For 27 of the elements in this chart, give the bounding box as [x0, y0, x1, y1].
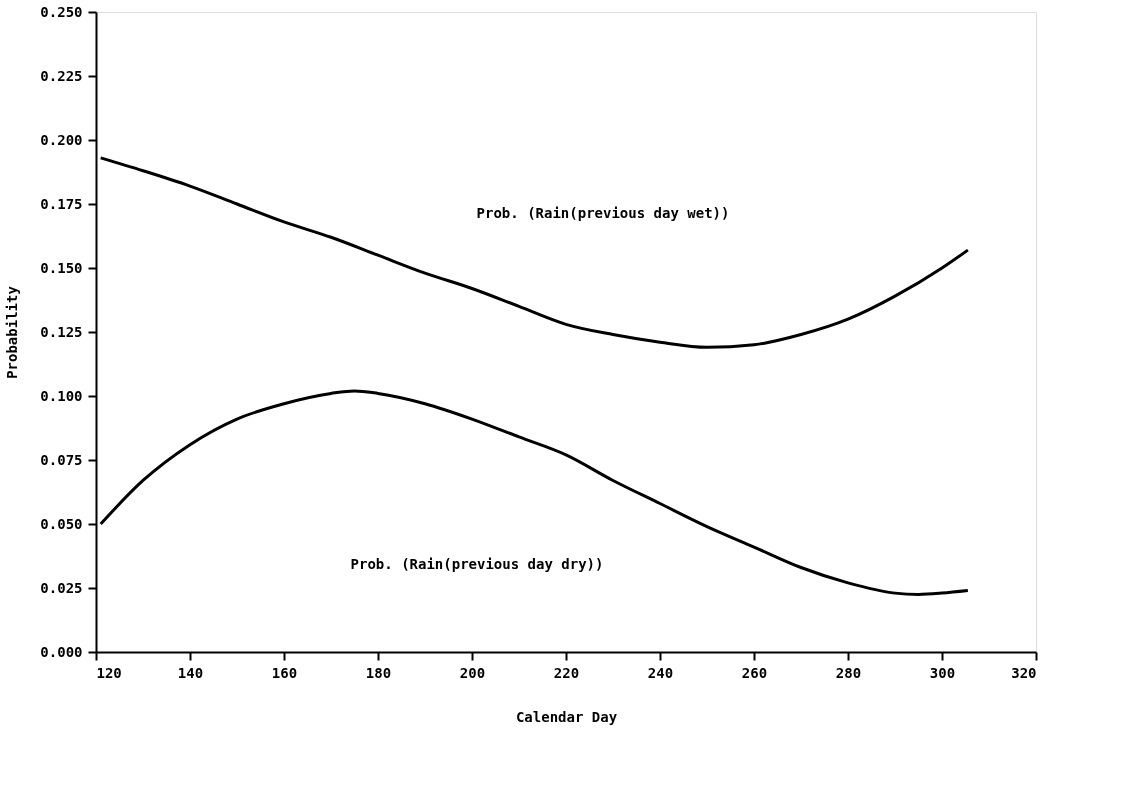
- annotation: Prob. (Rain(previous day dry)): [350, 556, 604, 572]
- y-tick-label: 0.175: [40, 195, 83, 212]
- y-tick-label: 0.100: [40, 387, 83, 404]
- y-tick-label: 0.000: [40, 643, 83, 660]
- x-tick-label: 200: [459, 664, 486, 681]
- y-tick-label: 0.225: [40, 67, 83, 84]
- x-tick-label: 120: [96, 664, 122, 681]
- y-tick-label: 0.025: [40, 579, 83, 596]
- y-tick-label: 0.125: [40, 323, 83, 340]
- y-tick-label: 0.250: [40, 3, 83, 20]
- x-tick-label: 320: [1011, 664, 1037, 681]
- line-series: [99, 156, 970, 349]
- y-tick-label: 0.075: [40, 451, 83, 468]
- x-tick-label: 220: [553, 664, 580, 681]
- y-axis-title: Probability: [4, 285, 21, 379]
- x-tick-label: 240: [647, 664, 674, 681]
- x-tick-label: 300: [929, 664, 956, 681]
- x-axis-title: Calendar Day: [515, 708, 618, 725]
- y-tick-label: 0.050: [40, 515, 83, 532]
- y-tick-label: 0.200: [40, 131, 83, 148]
- x-tick-label: 260: [741, 664, 768, 681]
- annotation: Prob. (Rain(previous day wet)): [476, 205, 730, 221]
- x-tick-label: 180: [365, 664, 392, 681]
- x-tick-label: 140: [177, 664, 204, 681]
- x-tick-label: 280: [835, 664, 862, 681]
- y-tick-label: 0.150: [40, 259, 83, 276]
- x-tick-label: 160: [271, 664, 298, 681]
